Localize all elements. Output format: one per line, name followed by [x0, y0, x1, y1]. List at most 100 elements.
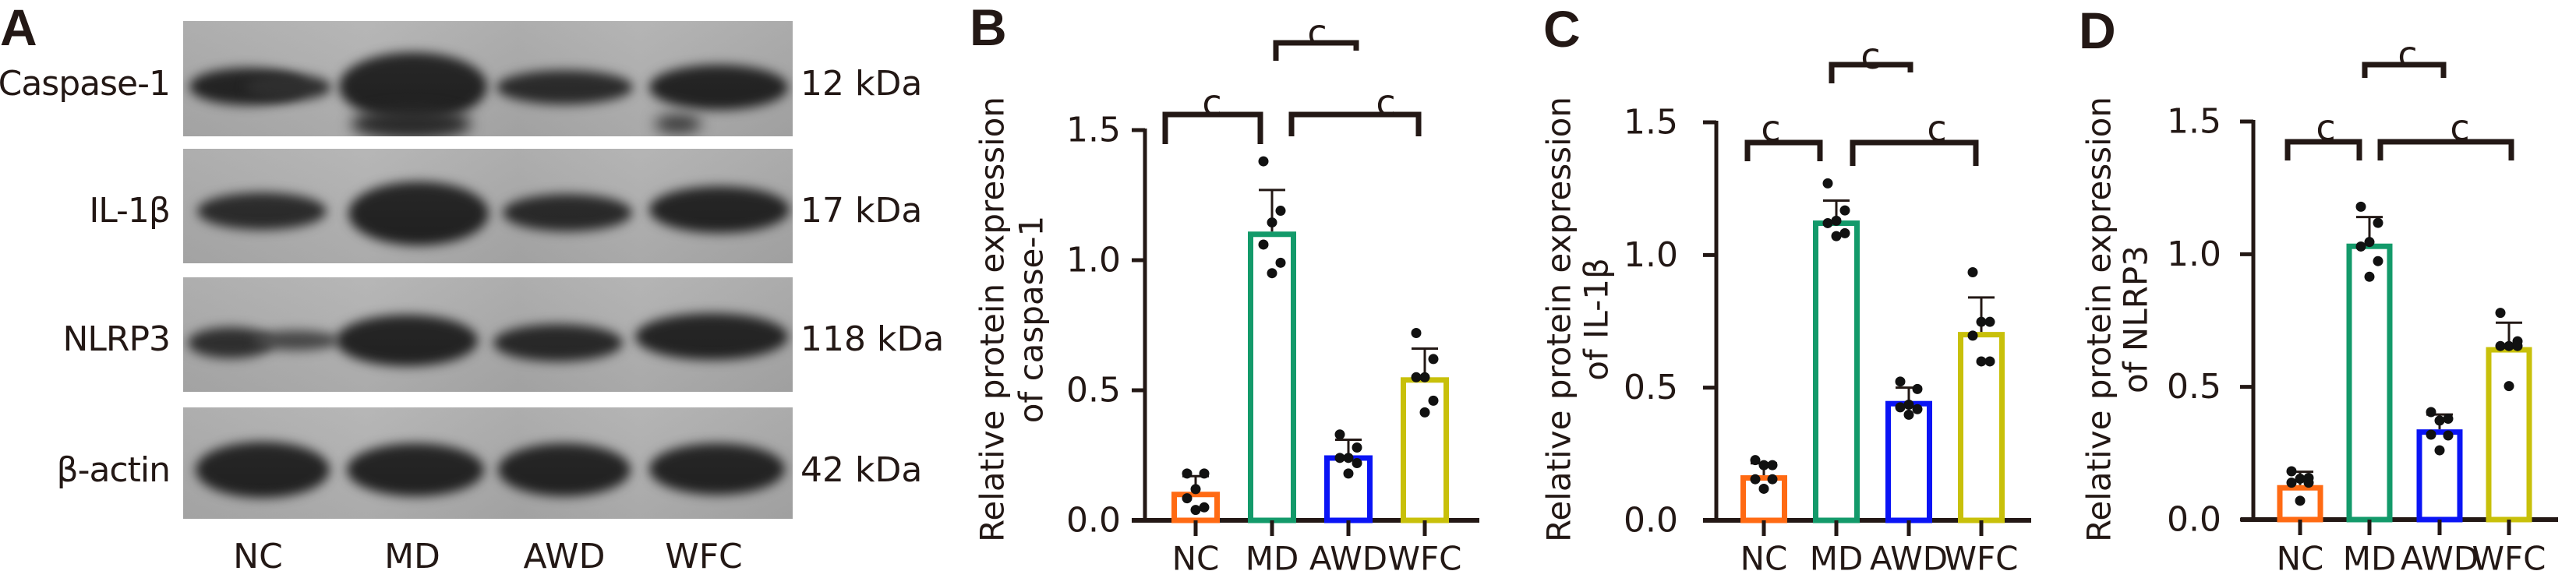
significance-bracket-nc-md — [2284, 139, 2362, 160]
bar-nc — [2277, 485, 2323, 523]
panel-letter-a: A — [0, 0, 37, 56]
data-point-nc — [1767, 460, 1778, 471]
data-point-nc — [1190, 505, 1201, 516]
x-tick-label-awd: AWD — [1870, 540, 1948, 578]
data-point-nc — [1750, 455, 1761, 466]
x-tick-label-wfc: WFC — [1944, 540, 2018, 578]
data-point-awd — [1343, 453, 1354, 463]
significance-bracket-nc-md — [1744, 139, 1823, 161]
blot-row-il-1b — [183, 149, 793, 263]
data-point-nc — [2303, 478, 2314, 488]
significance-bracket-md-wfc — [2377, 139, 2514, 160]
y-axis-label-line-2: of NLRP3 — [2117, 245, 2155, 393]
x-tick-label-nc: NC — [2277, 540, 2324, 578]
y-axis-label-line-2: of IL-1β — [1578, 258, 1616, 381]
data-point-nc — [1190, 484, 1201, 495]
significance-label: c — [1860, 35, 1880, 77]
data-point-nc — [1182, 493, 1193, 504]
data-point-md — [1831, 215, 1842, 226]
data-point-wfc — [1428, 354, 1439, 365]
y-tick-label: 0.5 — [1624, 368, 1678, 407]
data-point-wfc — [2495, 340, 2506, 351]
data-point-md — [1839, 205, 1850, 216]
data-point-wfc — [1419, 372, 1430, 382]
x-tick-label-wfc: WFC — [2472, 540, 2546, 578]
data-point-nc — [1199, 502, 1210, 513]
significance-label: c — [1927, 107, 1946, 150]
data-point-awd — [2443, 430, 2454, 441]
mw-label-beta-actin: 42 kDa — [800, 450, 923, 490]
row-label-il-1b: IL-1β — [89, 191, 171, 231]
row-label-beta-actin: β-actin — [56, 450, 171, 490]
x-tick-label-md: MD — [1810, 540, 1864, 578]
mw-label-il-1b: 17 kDa — [800, 191, 923, 231]
blot-row-nlrp3 — [183, 277, 793, 392]
lane-label-awd: AWD — [523, 537, 606, 576]
row-label-nlrp3: NLRP3 — [62, 319, 171, 359]
bar-md — [1813, 220, 1860, 523]
data-point-awd — [1343, 468, 1354, 479]
data-point-wfc — [2504, 381, 2514, 392]
y-axis-label-line-1: Relative protein expression — [2080, 97, 2118, 542]
data-point-md — [2364, 271, 2375, 282]
data-point-wfc — [1967, 266, 1978, 277]
data-point-awd — [1903, 409, 1914, 420]
data-point-md — [1258, 156, 1269, 167]
x-tick-label-wfc: WFC — [1387, 540, 1461, 578]
significance-label: c — [2450, 107, 2469, 149]
bar-wfc — [2486, 347, 2532, 523]
data-point-wfc — [1411, 372, 1422, 382]
data-point-md — [1839, 227, 1850, 238]
significance-bracket-md-wfc — [1288, 111, 1422, 136]
significance-label: c — [1761, 107, 1780, 150]
data-point-wfc — [1411, 328, 1422, 339]
data-point-wfc — [1984, 316, 1995, 327]
y-axis-label-line-1: Relative protein expression — [974, 97, 1012, 542]
significance-label: c — [1307, 12, 1327, 54]
y-tick-label: 0.0 — [1066, 501, 1121, 541]
significance-bracket-nc-md — [1162, 111, 1263, 144]
data-point-wfc — [2512, 340, 2523, 351]
data-point-md — [1267, 217, 1277, 228]
data-point-wfc — [1967, 330, 1978, 341]
y-tick-label: 0.5 — [2167, 367, 2221, 407]
significance-label: c — [1202, 82, 1221, 124]
data-point-awd — [1352, 458, 1362, 469]
data-point-md — [1831, 231, 1842, 241]
x-tick-label-awd: AWD — [1309, 540, 1387, 578]
x-tick-label-md: MD — [1246, 540, 1299, 578]
data-point-md — [2355, 241, 2366, 252]
data-point-awd — [1334, 453, 1345, 463]
data-point-awd — [2434, 415, 2445, 426]
significance-label: c — [2316, 107, 2335, 149]
data-point-md — [2364, 237, 2375, 248]
data-point-awd — [2434, 445, 2445, 456]
data-point-awd — [2426, 407, 2436, 418]
y-axis-label-line-2: of caspase-1 — [1012, 216, 1051, 424]
data-point-md — [2373, 256, 2383, 266]
significance-label: c — [2398, 33, 2417, 76]
significance-label: c — [1376, 82, 1395, 124]
y-axis-label-line-1: Relative protein expression — [1540, 97, 1578, 542]
data-point-md — [2355, 201, 2366, 212]
lane-label-nc: NC — [233, 537, 283, 576]
data-point-nc — [1767, 474, 1778, 485]
lane-label-md: MD — [384, 537, 440, 576]
data-point-nc — [2286, 478, 2297, 488]
data-point-md — [1822, 217, 1833, 228]
data-point-awd — [1352, 442, 1362, 453]
data-point-nc — [1758, 460, 1769, 471]
data-point-md — [2373, 217, 2383, 228]
data-point-wfc — [1428, 395, 1439, 406]
data-point-wfc — [1984, 356, 1995, 367]
data-point-nc — [2295, 495, 2306, 506]
significance-bracket-md-wfc — [1850, 139, 1979, 166]
bar-awd — [2416, 429, 2463, 523]
x-tick-label-nc: NC — [1740, 540, 1788, 578]
x-tick-label-nc: NC — [1172, 540, 1220, 578]
blot-row-beta-actin — [183, 407, 793, 519]
y-tick-label: 1.0 — [2167, 234, 2221, 274]
